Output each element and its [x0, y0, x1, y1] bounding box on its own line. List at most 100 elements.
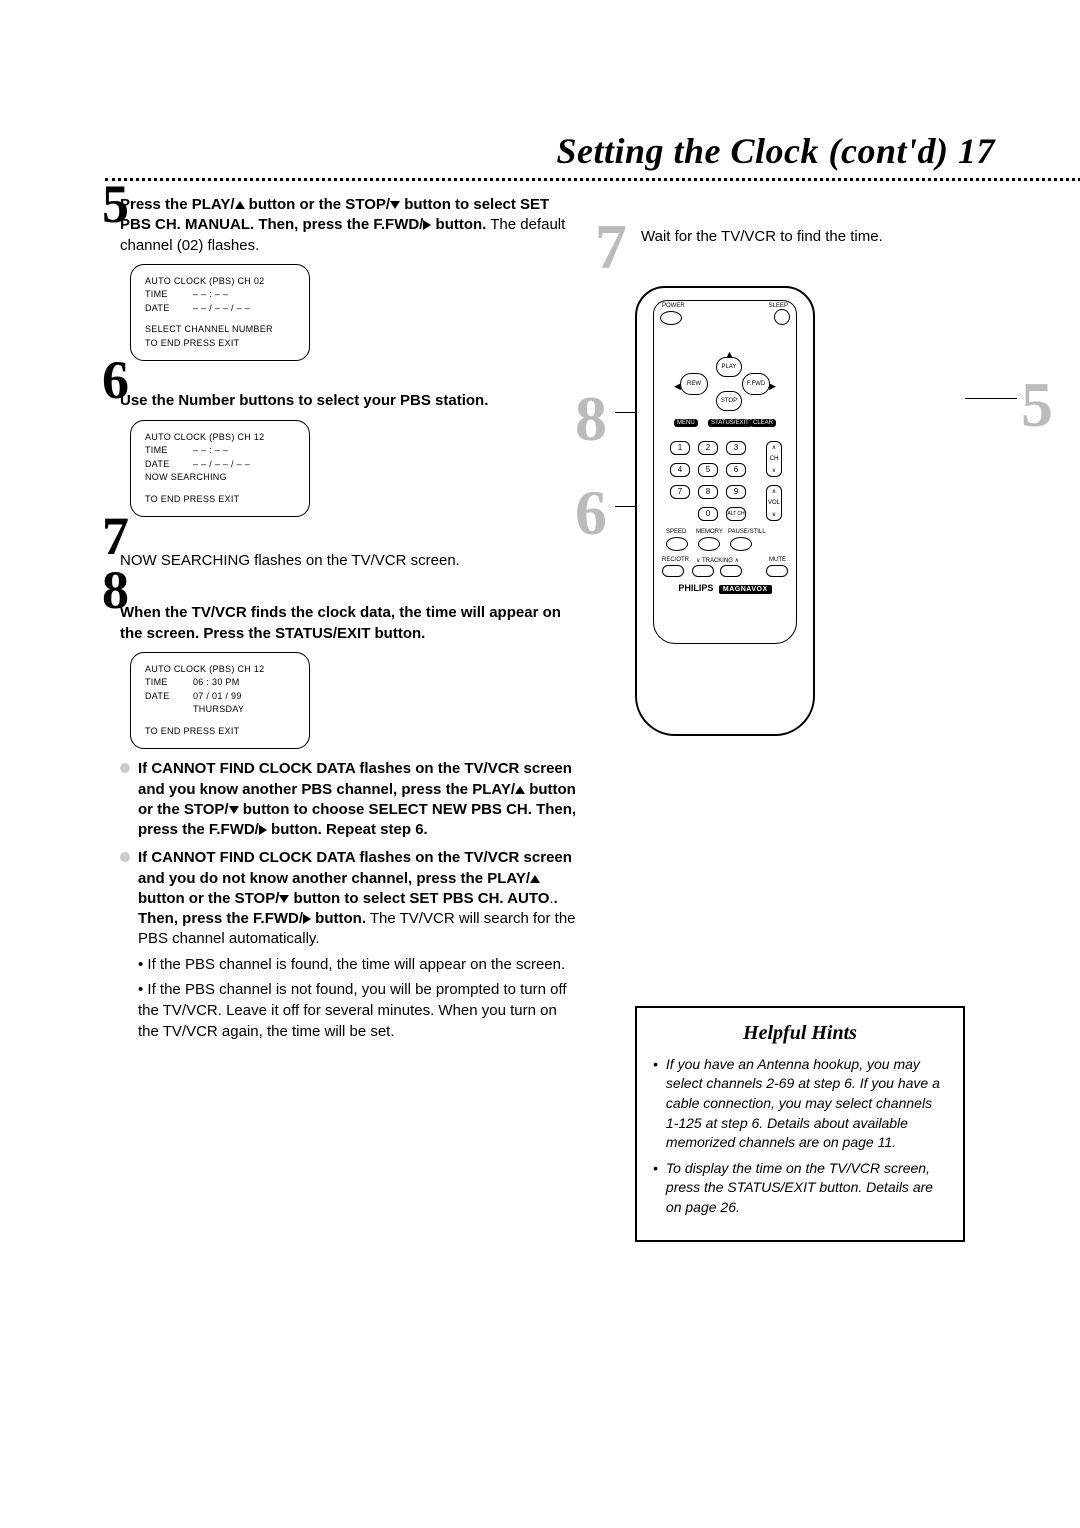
recotr-label: REC/OTR: [662, 557, 689, 563]
play-up-icon: [515, 786, 525, 794]
page-title: Setting the Clock (cont'd) 17: [556, 131, 995, 171]
sub-note-1: • If the PBS channel is found, the time …: [138, 954, 580, 975]
pause-button[interactable]: [730, 537, 752, 551]
mute-label: MUTE: [769, 557, 786, 563]
callout-6: 6: [575, 476, 607, 550]
remote-diagram: 8 5 6 POWER SLEEP PLAY REW F.FWD STOP: [635, 286, 995, 736]
memory-label: MEMORY: [696, 529, 723, 535]
screen3-header: AUTO CLOCK (PBS) CH 12: [145, 663, 299, 677]
note-1-text: If CANNOT FIND CLOCK DATA flashes on the…: [138, 759, 580, 840]
speed-button[interactable]: [666, 537, 688, 551]
right-step-7-num: 7: [595, 225, 627, 270]
play-button[interactable]: PLAY: [716, 357, 742, 377]
step-number-5: 5: [102, 183, 129, 226]
menu-button[interactable]: MENU: [674, 419, 698, 427]
hints-title: Helpful Hints: [653, 1022, 947, 1045]
step-5-b2: button or the STOP/: [245, 196, 391, 213]
stop-button[interactable]: STOP: [716, 391, 742, 411]
hint-2: To display the time on the TV/VCR screen…: [666, 1159, 947, 1218]
step-6-text: Use the Number buttons to select your PB…: [120, 371, 580, 411]
speed-label: SPEED: [666, 529, 686, 535]
clear-button[interactable]: CLEAR: [750, 419, 776, 427]
n1a: If CANNOT FIND CLOCK DATA flashes on the…: [138, 760, 572, 797]
brand-row: PHILIPS MAGNAVOX: [654, 583, 796, 594]
right-arrow-icon: ▶: [769, 381, 776, 392]
page-header: Setting the Clock (cont'd) 17: [0, 130, 995, 181]
num-5-button[interactable]: 5: [698, 463, 718, 477]
screen1-time-label: TIME: [145, 288, 193, 302]
altch-button[interactable]: ALT CH: [726, 507, 746, 521]
num-2-button[interactable]: 2: [698, 441, 718, 455]
num-7-button[interactable]: 7: [670, 485, 690, 499]
screen3-day: THURSDAY: [193, 703, 244, 717]
screen-box-1: AUTO CLOCK (PBS) CH 02 TIME– – : – – DAT…: [130, 264, 310, 362]
right-column: 7 Wait for the TV/VCR to find the time. …: [595, 195, 995, 1202]
left-arrow-icon: ◀: [674, 381, 681, 392]
ffwd-right-icon: [259, 825, 267, 835]
status-exit-button[interactable]: STATUS/EXIT: [708, 419, 752, 427]
tracking-down-button[interactable]: [692, 565, 714, 577]
remote-body: POWER SLEEP PLAY REW F.FWD STOP ◀ ▶ ▲ ME…: [635, 286, 815, 736]
step-8: 8 When the TV/VCR finds the clock data, …: [120, 581, 580, 644]
ffwd-button[interactable]: F.FWD: [742, 373, 770, 395]
rew-button[interactable]: REW: [680, 373, 708, 395]
tracking-up-button[interactable]: [720, 565, 742, 577]
num-8-button[interactable]: 8: [698, 485, 718, 499]
screen3-time-val: 06 : 30 PM: [193, 676, 240, 690]
play-up-icon: [530, 875, 540, 883]
screen1-date-label: DATE: [145, 302, 193, 316]
n2b: button or the STOP/: [138, 890, 279, 907]
stop-down-icon: [279, 895, 289, 903]
power-button[interactable]: [660, 311, 682, 325]
screen-box-3: AUTO CLOCK (PBS) CH 12 TIME06 : 30 PM DA…: [130, 652, 310, 750]
right-step-7: 7 Wait for the TV/VCR to find the time.: [595, 225, 995, 270]
vol-rocker[interactable]: ∧ VOL ∨: [766, 485, 782, 521]
notes-list: If CANNOT FIND CLOCK DATA flashes on the…: [120, 759, 580, 1041]
bullet-icon: [120, 852, 130, 862]
sleep-button[interactable]: [774, 309, 790, 325]
n2a: If CANNOT FIND CLOCK DATA flashes on the…: [138, 849, 572, 886]
remote-inner: POWER SLEEP PLAY REW F.FWD STOP ◀ ▶ ▲ ME…: [653, 300, 797, 644]
step-number-7: 7: [102, 515, 129, 558]
power-label: POWER: [662, 303, 685, 309]
step-5-text: Press the PLAY/ button or the STOP/ butt…: [120, 195, 580, 256]
screen2-date-val: – – / – – / – –: [193, 458, 250, 472]
vol-label: VOL: [768, 500, 780, 506]
num-6-button[interactable]: 6: [726, 463, 746, 477]
screen3-line4: TO END PRESS EXIT: [145, 725, 299, 739]
note-1: If CANNOT FIND CLOCK DATA flashes on the…: [120, 759, 580, 840]
num-4-button[interactable]: 4: [670, 463, 690, 477]
brand-philips: PHILIPS: [678, 583, 713, 593]
ch-rocker[interactable]: ∧ CH ∨: [766, 441, 782, 477]
num-1-button[interactable]: 1: [670, 441, 690, 455]
brand-magnavox: MAGNAVOX: [719, 585, 772, 594]
screen2-time-val: – – : – –: [193, 444, 228, 458]
mute-button[interactable]: [766, 565, 788, 577]
recotr-button[interactable]: [662, 565, 684, 577]
step-8-text: When the TV/VCR finds the clock data, th…: [120, 581, 580, 644]
callout-8: 8: [575, 382, 607, 456]
play-up-icon: [235, 201, 245, 209]
step-number-6: 6: [102, 359, 129, 402]
screen3-time-label: TIME: [145, 676, 193, 690]
step-8-bold: When the TV/VCR finds the clock data, th…: [120, 604, 561, 641]
screen2-line3: NOW SEARCHING: [145, 471, 299, 485]
screen-box-2: AUTO CLOCK (PBS) CH 12 TIME– – : – – DAT…: [130, 420, 310, 518]
screen1-date-val: – – / – – / – –: [193, 302, 250, 316]
num-3-button[interactable]: 3: [726, 441, 746, 455]
header-rule: [105, 178, 1080, 181]
ffwd-right-icon: [303, 914, 311, 924]
left-column: 5 Press the PLAY/ button or the STOP/ bu…: [120, 195, 580, 1050]
screen3-date-val: 07 / 01 / 99: [193, 690, 242, 704]
num-9-button[interactable]: 9: [726, 485, 746, 499]
n2e: button.: [311, 910, 366, 927]
memory-button[interactable]: [698, 537, 720, 551]
screen2-header: AUTO CLOCK (PBS) CH 12: [145, 431, 299, 445]
right-step-7-text: Wait for the TV/VCR to find the time.: [641, 225, 883, 247]
bullet-icon: [120, 763, 130, 773]
screen2-line4: TO END PRESS EXIT: [145, 493, 299, 507]
step-6: 6 Use the Number buttons to select your …: [120, 371, 580, 411]
num-0-button[interactable]: 0: [698, 507, 718, 521]
pause-label: PAUSE/STILL: [728, 529, 766, 535]
step-7-text: NOW SEARCHING flashes on the TV/VCR scre…: [120, 527, 580, 571]
